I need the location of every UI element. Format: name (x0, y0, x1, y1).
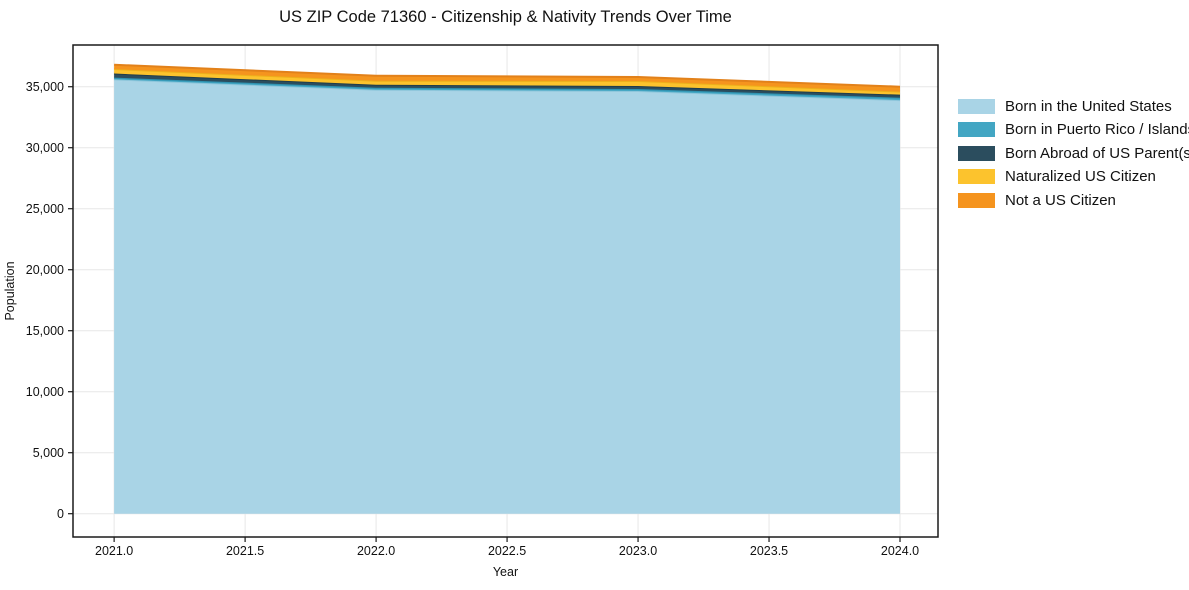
x-tick-label: 2024.0 (881, 544, 919, 558)
axis-ticks: 2021.0 2021.5 2022.0 2022.5 2023.0 2023.5 2024… (26, 80, 919, 558)
x-tick-label: 2022.5 (488, 544, 526, 558)
y-tick-label: 35,000 (26, 80, 64, 94)
legend-label: Born Abroad of US Parent(s) (1005, 144, 1189, 162)
edge-born-in-the-united-states (114, 78, 901, 102)
legend-item-naturalized-us-citizen: Naturalized US Citizen (958, 168, 1189, 186)
x-axis-label: Year (492, 565, 519, 579)
stacked-areas (114, 63, 901, 514)
y-tick-label: 5,000 (33, 446, 64, 460)
y-axis-label: Population (3, 261, 17, 321)
x-tick-label: 2021.5 (226, 544, 264, 558)
y-tick-label: 10,000 (26, 385, 64, 399)
x-tick-label: 2023.5 (750, 544, 788, 558)
legend-swatch-icon (958, 169, 995, 185)
x-tick-label: 2023.0 (619, 544, 657, 558)
legend-label: Born in Puerto Rico / Islands (1005, 121, 1189, 139)
area-born-in-the-united-states (114, 79, 901, 514)
legend-label: Not a US Citizen (1005, 191, 1116, 209)
legend-swatch-icon (958, 192, 995, 208)
y-tick-label: 0 (57, 507, 64, 521)
legend-swatch-icon (958, 145, 995, 161)
y-tick-label: 15,000 (26, 324, 64, 338)
legend: Born in the United States Born in Puerto … (958, 98, 1189, 216)
x-tick-label: 2022.0 (357, 544, 395, 558)
legend-swatch-icon (958, 99, 995, 114)
legend-label: Born in the United States (1005, 98, 1172, 115)
legend-item-born-in-the-united-states: Born in the United States (958, 98, 1189, 115)
legend-item-born-abroad-of-us-parent-s: Born Abroad of US Parent(s) (958, 144, 1189, 162)
legend-item-born-in-puerto-rico-islands: Born in Puerto Rico / Islands (958, 121, 1189, 139)
legend-item-not-a-us-citizen: Not a US Citizen (958, 191, 1189, 209)
legend-swatch-icon (958, 122, 995, 138)
chart-title: US ZIP Code 71360 - Citizenship & Nativi… (279, 8, 732, 26)
y-tick-label: 20,000 (26, 263, 64, 277)
plot-border (72, 44, 939, 538)
y-tick-label: 30,000 (26, 141, 64, 155)
legend-label: Naturalized US Citizen (1005, 168, 1156, 186)
x-tick-label: 2021.0 (95, 544, 133, 558)
area-not-a-us-citizen (114, 64, 901, 92)
edge-not-a-us-citizen (114, 63, 901, 88)
y-tick-label: 25,000 (26, 202, 64, 216)
